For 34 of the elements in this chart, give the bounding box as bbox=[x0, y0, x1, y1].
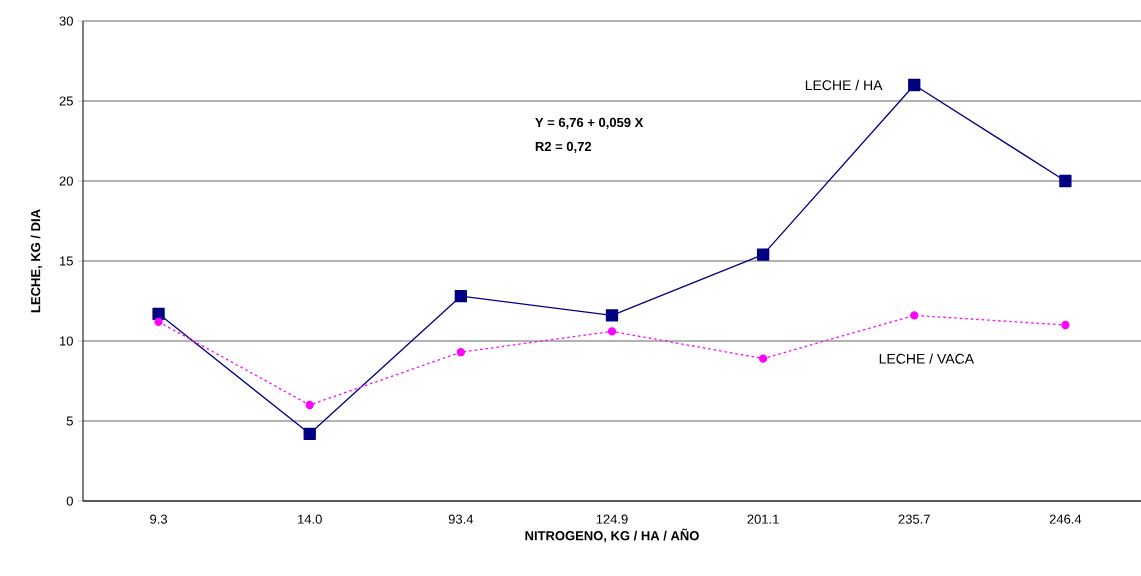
y-tick-label: 30 bbox=[59, 16, 73, 26]
point bbox=[908, 78, 921, 92]
series-label: LECHE / VACA bbox=[879, 353, 975, 364]
x-axis-title: NITROGENO, KG / HA / AÑO bbox=[525, 528, 699, 543]
point bbox=[454, 290, 467, 303]
x-tick-label: 124.9 bbox=[596, 514, 628, 524]
point bbox=[756, 248, 770, 261]
point bbox=[1061, 320, 1070, 330]
point bbox=[154, 317, 163, 326]
point bbox=[758, 354, 768, 363]
point bbox=[605, 309, 619, 322]
x-tick-label: 9.3 bbox=[150, 514, 168, 524]
y-tick-label: 20 bbox=[59, 176, 73, 186]
x-tick-label: 201.1 bbox=[747, 514, 779, 524]
point bbox=[1059, 174, 1072, 188]
point bbox=[152, 307, 165, 320]
point bbox=[303, 427, 316, 440]
x-tick-label: 14.0 bbox=[298, 514, 322, 524]
point bbox=[910, 311, 919, 320]
y-tick-label: 0 bbox=[66, 496, 73, 506]
point bbox=[305, 400, 314, 410]
point bbox=[456, 348, 465, 357]
y-axis-title: LECHE, KG / DIA bbox=[30, 209, 43, 313]
x-tick-label: 246.4 bbox=[1049, 514, 1082, 524]
annotation: Y = 6,76 + 0,059 X bbox=[535, 117, 644, 129]
y-tick-label: 10 bbox=[59, 336, 73, 346]
y-tick-label: 15 bbox=[59, 256, 73, 266]
y-tick-label: 25 bbox=[59, 96, 73, 106]
x-tick-label: 235.7 bbox=[898, 514, 930, 524]
annotation: R2 = 0,72 bbox=[535, 141, 592, 153]
y-tick-label: 5 bbox=[66, 416, 73, 426]
series-label: LECHE / HA bbox=[805, 79, 883, 91]
point bbox=[607, 327, 617, 336]
x-tick-label: 93.4 bbox=[448, 514, 474, 524]
